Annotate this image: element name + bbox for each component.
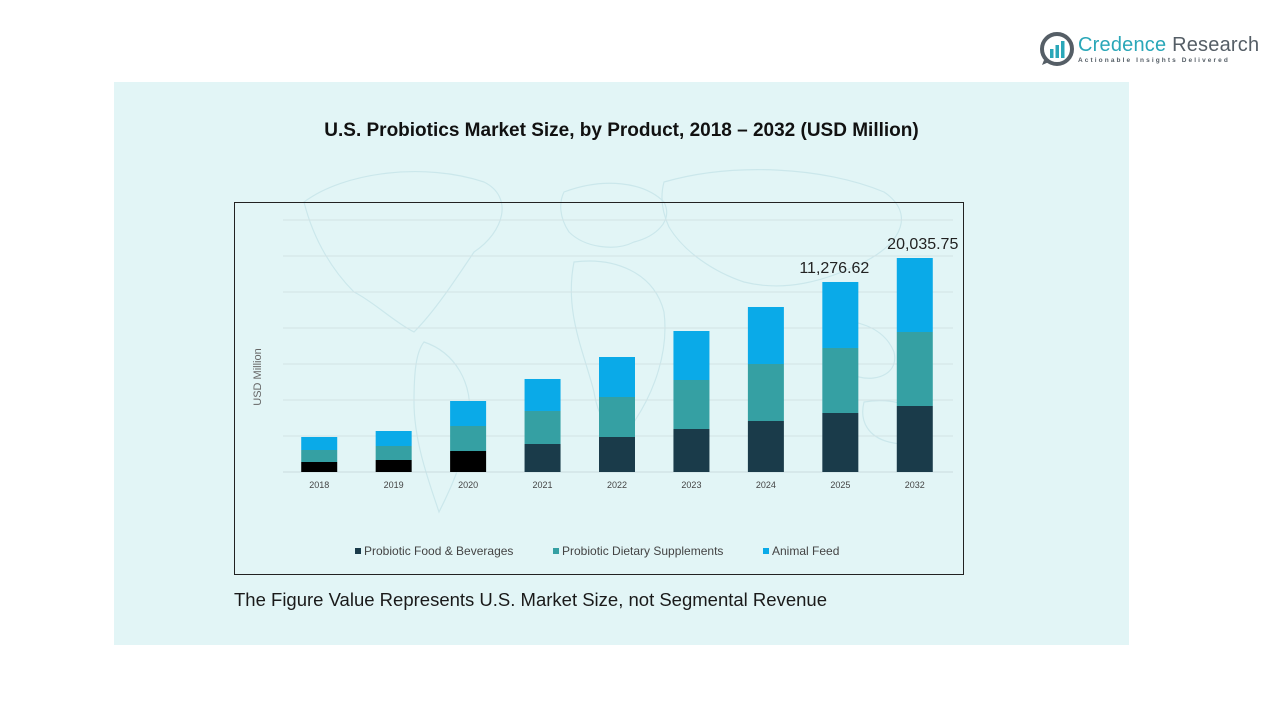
bar-segment-probiotic-dietary-supplements-2020: [450, 426, 487, 452]
bar-segment-probiotic-food-beverages-2021: [524, 443, 561, 472]
data-label-2032: 20,035.75: [887, 236, 958, 253]
chart-title: U.S. Probiotics Market Size, by Product,…: [324, 120, 919, 141]
bar-segment-animal-feed-2020: [450, 400, 487, 427]
world-map-background: [303, 169, 930, 514]
bar-segment-animal-feed-2024: [747, 306, 784, 364]
x-tick-label: 2020: [458, 480, 478, 490]
legend-item: Animal Feed: [772, 544, 839, 558]
bar-segment-probiotic-food-beverages-2032: [896, 406, 933, 472]
brand-tagline: Actionable Insights Delivered: [1078, 57, 1230, 64]
brand-logo: Credence Research Actionable Insights De…: [1040, 32, 1259, 72]
bar-segment-animal-feed-2019: [375, 431, 412, 447]
bar-segment-animal-feed-2022: [599, 357, 635, 398]
legend-swatch: [763, 548, 769, 554]
bar-segment-probiotic-food-beverages-2018: [301, 461, 338, 472]
bar-segment-probiotic-dietary-supplements-2025: [822, 347, 859, 413]
x-tick-label: 2032: [905, 480, 925, 490]
bar-segment-probiotic-food-beverages-2019: [375, 460, 412, 472]
chart-footnote: The Figure Value Represents U.S. Market …: [234, 589, 827, 610]
bar-segment-probiotic-food-beverages-2020: [450, 451, 487, 472]
bar-segment-animal-feed-2032: [896, 257, 933, 333]
x-tick-label: 2022: [607, 480, 627, 490]
bar-segment-animal-feed-2021: [524, 378, 561, 411]
data-label-2025: 11,276.62: [799, 260, 869, 277]
x-tick-label: 2019: [384, 480, 404, 490]
bar-segment-probiotic-dietary-supplements-2022: [599, 397, 635, 438]
bar-segment-probiotic-food-beverages-2025: [822, 412, 859, 472]
bar-segment-probiotic-dietary-supplements-2024: [747, 363, 784, 421]
bar-segment-probiotic-food-beverages-2022: [599, 437, 635, 472]
bar-segment-probiotic-dietary-supplements-2032: [896, 332, 933, 407]
x-tick-label: 2025: [830, 480, 850, 490]
y-axis-label: USD Million: [252, 348, 264, 405]
logo-chart-icon: [1040, 32, 1074, 66]
brand-name: Credence Research: [1078, 34, 1260, 56]
bar-segment-probiotic-dietary-supplements-2019: [375, 446, 412, 461]
x-tick-label: 2018: [309, 480, 329, 490]
bar-segment-probiotic-dietary-supplements-2021: [524, 410, 561, 444]
x-tick-label: 2021: [533, 480, 553, 490]
bar-segment-probiotic-food-beverages-2024: [747, 420, 784, 472]
x-tick-label: 2023: [681, 480, 701, 490]
legend-swatch: [553, 548, 559, 554]
bar-segment-animal-feed-2025: [822, 281, 859, 348]
x-tick-label: 2024: [756, 480, 776, 490]
legend-item: Probiotic Food & Beverages: [364, 544, 513, 558]
bar-segment-animal-feed-2018: [301, 436, 338, 450]
chart-frame: USD Million 2018 2019 2020 2021 2022 2023 2024 2…: [234, 202, 964, 575]
bar-segment-probiotic-food-beverages-2023: [673, 429, 710, 472]
legend-swatch: [355, 548, 361, 554]
bar-segment-probiotic-dietary-supplements-2018: [301, 449, 338, 462]
legend-item: Probiotic Dietary Supplements: [562, 544, 723, 558]
chart-panel: U.S. Probiotics Market Size, by Product,…: [114, 82, 1129, 645]
bar-segment-probiotic-dietary-supplements-2023: [673, 380, 710, 430]
stacked-bar-chart: USD Million 2018 2019 2020 2021 2022 2023 2024 2…: [252, 219, 958, 558]
bar-segment-animal-feed-2023: [673, 331, 710, 381]
